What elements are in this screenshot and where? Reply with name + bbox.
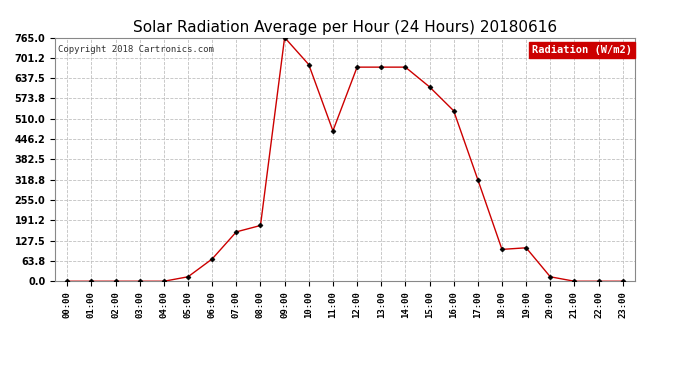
Text: Radiation (W/m2): Radiation (W/m2) <box>532 45 632 55</box>
Text: Copyright 2018 Cartronics.com: Copyright 2018 Cartronics.com <box>58 45 214 54</box>
Title: Solar Radiation Average per Hour (24 Hours) 20180616: Solar Radiation Average per Hour (24 Hou… <box>133 20 557 35</box>
